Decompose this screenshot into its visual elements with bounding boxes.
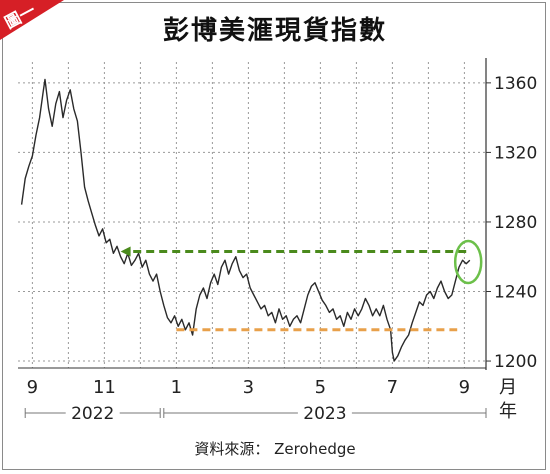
- x-tick-label: 9: [27, 377, 38, 398]
- x-tick-label: 9: [459, 377, 470, 398]
- arrowhead: [120, 246, 131, 257]
- y-tick-label: 1280: [494, 213, 537, 233]
- y-tick-label: 1200: [494, 352, 537, 372]
- year-label: 2022: [71, 404, 114, 424]
- chart-title: 彭博美滙現貨指數: [162, 16, 387, 46]
- x-tick-label: 3: [243, 377, 254, 398]
- x-unit-label: 年: [499, 401, 517, 422]
- x-tick-label: 5: [315, 377, 326, 398]
- y-tick-label: 1360: [494, 74, 537, 94]
- chart-frame: [2, 2, 546, 470]
- source-note: 資料來源： Zerohedge: [194, 440, 356, 458]
- index-line: [20, 78, 471, 362]
- x-unit-label: 月: [499, 377, 517, 398]
- y-tick-label: 1320: [494, 143, 537, 163]
- x-tick-label: 1: [171, 377, 182, 398]
- highlight-circle: [453, 239, 483, 285]
- x-tick-label: 11: [93, 377, 116, 398]
- x-tick-label: 7: [387, 377, 398, 398]
- year-label: 2023: [303, 404, 346, 424]
- y-tick-label: 1240: [494, 283, 537, 303]
